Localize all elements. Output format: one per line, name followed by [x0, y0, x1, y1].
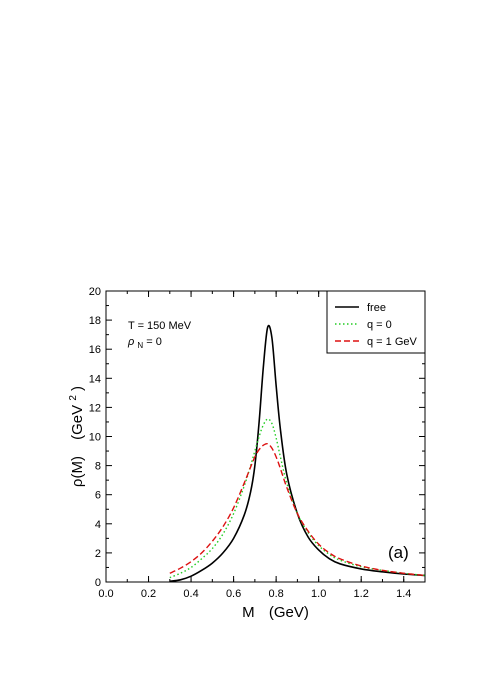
- series-layer: [169, 324, 426, 583]
- y-tick-label: 6: [95, 490, 101, 502]
- y-tick-label: 2: [95, 548, 101, 560]
- y-tick-label: 16: [89, 344, 101, 356]
- density-annotation: ρ N = 0: [127, 336, 162, 351]
- x-tick-label: 0.0: [98, 588, 113, 600]
- y-tick-label: 20: [89, 286, 101, 298]
- y-tick-label: 10: [89, 432, 101, 444]
- x-axis-variable: M: [242, 604, 255, 621]
- y-axis-unit-exponent: 2: [68, 395, 79, 401]
- legend-label-1: free: [367, 302, 386, 314]
- density-value: = 0: [146, 336, 162, 348]
- legend-label-2: q = 0: [367, 319, 392, 331]
- legend-label-3: q = 1 GeV: [367, 336, 418, 348]
- legend: free q = 0 q = 1 GeV: [326, 290, 426, 354]
- x-tick-label: 0.2: [141, 588, 156, 600]
- y-tick-label: 14: [89, 373, 101, 385]
- density-subscript: N: [137, 341, 143, 350]
- y-tick-label: 12: [89, 402, 101, 414]
- y-axis-unit-suffix: ): [69, 386, 86, 391]
- y-tick-label: 8: [95, 461, 101, 473]
- panel-label: (a): [388, 543, 409, 562]
- y-axis-label: ρ(M) (GeV 2 ): [63, 386, 86, 487]
- x-axis-unit: (GeV): [269, 604, 309, 621]
- x-tick-label: 0.8: [268, 588, 283, 600]
- x-tick-label: 1.2: [354, 588, 369, 600]
- x-tick-label: 0.6: [226, 588, 241, 600]
- x-tick-label: 1.4: [396, 588, 411, 600]
- series-line-3: [169, 442, 426, 577]
- legend-entries: free q = 0 q = 1 GeV: [335, 302, 418, 348]
- x-tick-label: 1.0: [311, 588, 326, 600]
- x-tick-label: 0.4: [183, 588, 198, 600]
- density-symbol: ρ: [127, 336, 134, 348]
- y-tick-label: 0: [95, 577, 101, 589]
- y-axis-unit-prefix: (GeV: [69, 405, 86, 440]
- ticks-layer: 0.0 0.2 0.4 0.6 0.8 1.0 1.2 1.4 0 2 4 6 8 10 12 14 16 18 2…: [89, 286, 426, 600]
- legend-box: [326, 290, 426, 354]
- series-line-2: [169, 418, 426, 579]
- x-axis-label: M (GeV): [242, 604, 309, 621]
- series-line-1: [169, 324, 426, 583]
- temperature-annotation: T = 150 MeV: [128, 320, 192, 332]
- y-axis-variable: ρ(M): [69, 456, 86, 487]
- y-tick-label: 18: [89, 315, 101, 327]
- y-tick-label: 4: [95, 519, 101, 531]
